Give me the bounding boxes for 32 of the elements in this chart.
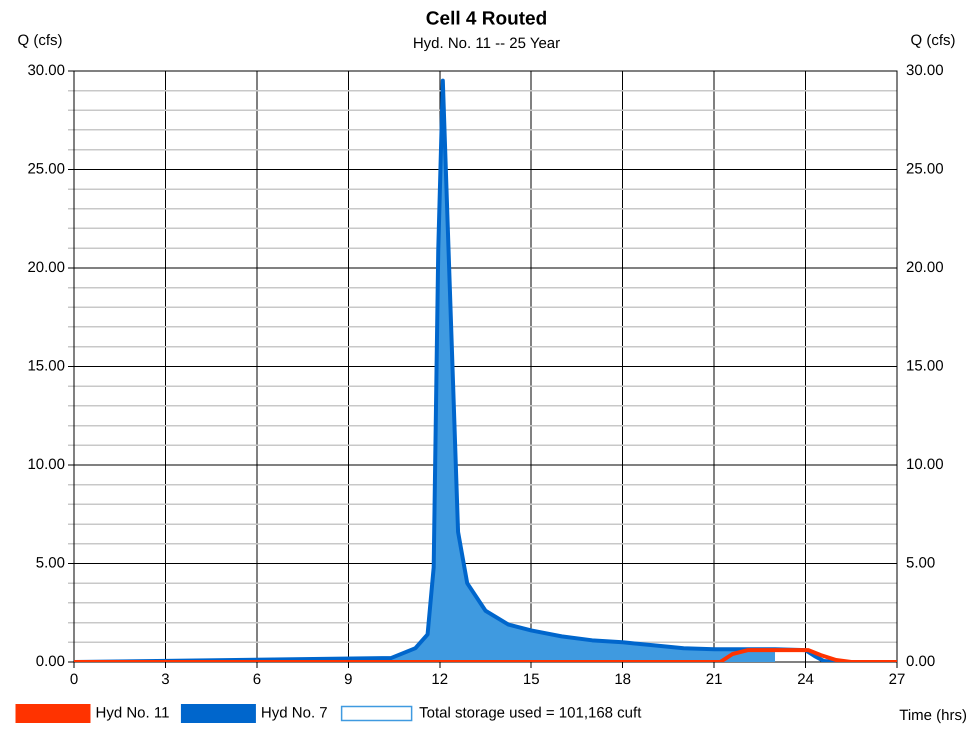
y-tick-label: 25.00	[27, 160, 65, 178]
legend-label: Hyd No. 11	[96, 704, 170, 722]
y-tick-label: 5.00	[36, 554, 65, 572]
x-tick-label: 21	[706, 671, 722, 688]
x-tick-label: 6	[252, 671, 262, 688]
x-tick-label: 18	[614, 671, 632, 688]
x-tick-label: 24	[797, 671, 814, 688]
legend-label: Hyd No. 7	[260, 704, 328, 722]
y-tick-label: 0.00	[36, 653, 65, 670]
x-tick-label: 12	[431, 671, 448, 688]
y-tick-label: 15.00	[27, 358, 65, 375]
y2-tick-label: 25.00	[906, 160, 944, 178]
y-tick-label: 20.00	[27, 259, 65, 276]
y2-tick-label: 5.00	[906, 554, 936, 572]
x-tick-label: 0	[70, 671, 78, 688]
y2-tick-label: 30.00	[906, 62, 944, 79]
y-axis-title: Q (cfs)	[18, 32, 62, 49]
x-tick-label: 3	[161, 671, 170, 688]
legend-label: Total storage used = 101,168 cuft	[419, 704, 642, 722]
x-tick-label: 27	[888, 671, 906, 688]
y-tick-label: 30.00	[27, 62, 65, 79]
x-tick-label: 9	[344, 671, 353, 688]
y2-tick-label: 10.00	[906, 456, 944, 474]
x-axis-title: Time (hrs)	[899, 707, 967, 724]
x-tick-label: 15	[522, 671, 540, 688]
y2-tick-label: 0.00	[906, 653, 936, 670]
y2-tick-label: 20.00	[906, 259, 944, 276]
y2-tick-label: 15.00	[906, 358, 944, 375]
chart-title: Cell 4 Routed	[426, 8, 548, 30]
y-tick-label: 10.00	[27, 456, 65, 474]
chart-subtitle: Hyd. No. 11 -- 25 Year	[412, 34, 560, 52]
y2-axis-title: Q (cfs)	[910, 32, 956, 49]
